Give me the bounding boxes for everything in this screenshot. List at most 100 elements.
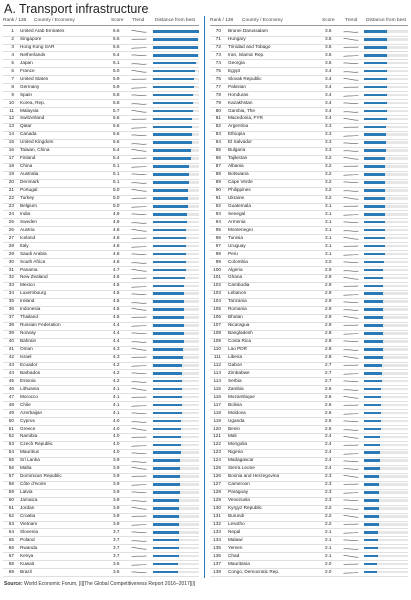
- trend-sparkline-icon: [343, 571, 359, 574]
- rank-value: 17: [8, 155, 14, 161]
- distance-bar-fill: [153, 316, 185, 319]
- score-value: 3.7: [113, 528, 120, 534]
- row-divider: [210, 385, 408, 387]
- rank-value: 95: [215, 226, 221, 232]
- row-divider: [210, 369, 408, 371]
- trend-sparkline-icon: [131, 405, 147, 407]
- distance-bar-fill: [153, 85, 195, 89]
- distance-bar-fill: [364, 109, 387, 113]
- score-value: 2.3: [325, 497, 332, 503]
- distance-bar-fill: [153, 395, 182, 399]
- distance-bar-track: [364, 173, 408, 176]
- score-value: 5.4: [113, 155, 120, 161]
- row-divider: [210, 448, 408, 450]
- distance-bar-fill: [153, 252, 187, 256]
- distance-bar-fill: [364, 491, 380, 494]
- trend-sparkline-icon: [131, 54, 147, 57]
- distance-bar-fill: [364, 189, 386, 192]
- score-value: 2.9: [325, 314, 332, 320]
- distance-bar-fill: [153, 149, 191, 152]
- score-value: 4.8: [113, 258, 120, 264]
- distance-bar-fill: [364, 205, 385, 208]
- trend-sparkline-icon: [131, 47, 147, 49]
- country-name: Cyprus: [20, 417, 35, 423]
- score-value: 3.2: [325, 163, 332, 169]
- score-value: 2.8: [325, 330, 332, 336]
- rank-value: 59: [8, 489, 14, 495]
- trend-sparkline-icon: [343, 316, 359, 319]
- row-divider: [3, 258, 199, 260]
- rank-value: 27: [8, 234, 14, 240]
- row-divider: [3, 274, 199, 276]
- trend-sparkline-icon: [131, 301, 147, 304]
- score-value: 4.8: [113, 234, 120, 240]
- row-divider: [210, 202, 408, 204]
- rank-value: 116: [213, 393, 221, 399]
- country-name: Sweden: [20, 218, 37, 224]
- country-name: Senegal: [228, 210, 246, 216]
- row-divider: [3, 186, 199, 188]
- country-name: Tanzania: [228, 298, 247, 304]
- row-divider: [3, 576, 199, 578]
- rank-value: 99: [215, 258, 221, 264]
- rank-value: 47: [8, 393, 14, 399]
- row-divider: [210, 266, 408, 268]
- distance-bar-track: [364, 316, 408, 319]
- score-value: 2.7: [325, 369, 332, 375]
- distance-bar-fill: [153, 570, 179, 574]
- rank-value: 115: [213, 385, 221, 391]
- score-value: 4.4: [113, 330, 120, 336]
- score-value: 4.3: [113, 353, 120, 359]
- row-divider: [3, 297, 199, 299]
- country-name: United Arab Emirates: [20, 28, 65, 33]
- score-value: 3.4: [325, 99, 332, 105]
- trend-sparkline-icon: [343, 389, 359, 391]
- rank-value: 61: [8, 505, 14, 510]
- score-value: 3.9: [113, 473, 120, 479]
- trend-sparkline-icon: [343, 515, 359, 518]
- row-divider: [3, 210, 199, 212]
- rank-value: 137: [213, 560, 221, 566]
- distance-bar-fill: [364, 562, 378, 566]
- score-value: 4.1: [113, 393, 120, 399]
- rank-value: 3: [11, 43, 14, 49]
- score-value: 2.3: [325, 489, 332, 495]
- trend-sparkline-icon: [131, 491, 147, 494]
- distance-bar-fill: [364, 324, 384, 327]
- distance-bar-fill: [153, 475, 181, 478]
- rank-value: 138: [213, 568, 221, 574]
- trend-sparkline-icon: [131, 436, 147, 438]
- header-distance: Distance from best: [155, 18, 195, 23]
- score-value: 3.7: [113, 536, 120, 542]
- trend-sparkline-icon: [343, 78, 359, 81]
- rank-value: 23: [8, 202, 14, 208]
- row-divider: [210, 512, 408, 514]
- score-value: 3.5: [325, 35, 332, 41]
- distance-bar-fill: [153, 38, 199, 41]
- row-divider: [3, 393, 199, 395]
- rank-value: 117: [213, 401, 221, 407]
- country-name: Czech Republic: [20, 441, 53, 447]
- distance-bar-fill: [364, 46, 388, 49]
- distance-bar-fill: [364, 332, 383, 335]
- row-divider: [210, 520, 408, 522]
- distance-bar-fill: [153, 228, 187, 232]
- rank-value: 40: [8, 338, 14, 344]
- score-value: 2.1: [325, 544, 332, 550]
- distance-bar-fill: [153, 483, 181, 486]
- distance-bar-fill: [153, 260, 187, 264]
- trend-sparkline-icon: [131, 341, 147, 343]
- distance-bar-fill: [153, 69, 195, 73]
- score-value: 3.3: [325, 131, 332, 137]
- row-divider: [3, 115, 199, 117]
- distance-bar-fill: [153, 371, 183, 375]
- rank-value: 127: [213, 481, 221, 487]
- row-divider: [210, 576, 408, 578]
- country-name: Lithuania: [20, 385, 40, 391]
- rank-value: 120: [213, 425, 221, 431]
- rank-value: 108: [213, 330, 221, 336]
- country-name: Congo, Democratic Rep.: [228, 568, 280, 574]
- trend-sparkline-icon: [343, 276, 359, 280]
- distance-bar-fill: [153, 46, 199, 49]
- country-name: Panama: [20, 266, 38, 272]
